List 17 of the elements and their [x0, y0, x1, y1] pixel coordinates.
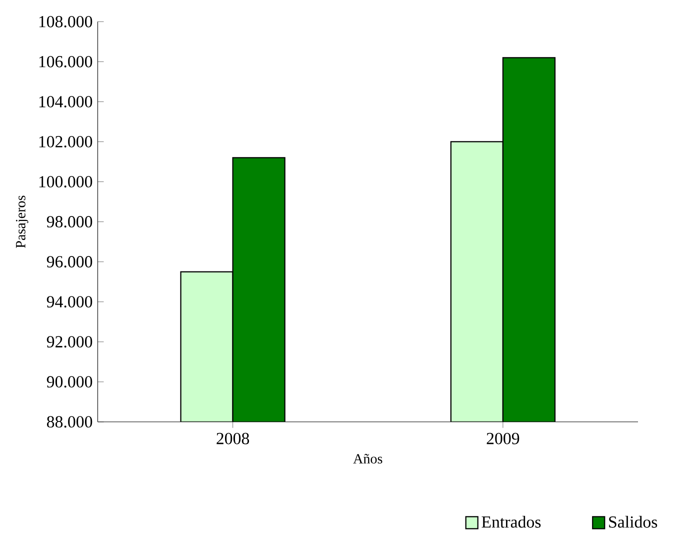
y-tick-label: 102.000	[39, 136, 92, 148]
x-tick-label: 2008	[216, 433, 250, 444]
y-tick-label: 92.000	[46, 336, 92, 348]
y-tick-label: 100.000	[39, 176, 92, 188]
y-tick-label: 108.000	[39, 16, 92, 28]
legend-label: Salidos	[609, 516, 658, 528]
y-tick-label: 104.000	[39, 96, 92, 108]
y-tick-label: 90.000	[46, 376, 92, 388]
legend-label: Entrados	[482, 516, 541, 528]
y-tick-label: 96.000	[46, 256, 92, 268]
y-tick-label: 94.000	[46, 296, 92, 308]
y-axis-title: Pasajeros	[16, 196, 28, 248]
y-tick-label: 98.000	[46, 216, 92, 228]
x-axis-title: Años	[353, 454, 382, 464]
y-tick-label: 106.000	[39, 56, 92, 68]
x-tick-label: 2009	[486, 433, 520, 444]
y-tick-label: 88.000	[46, 416, 92, 428]
